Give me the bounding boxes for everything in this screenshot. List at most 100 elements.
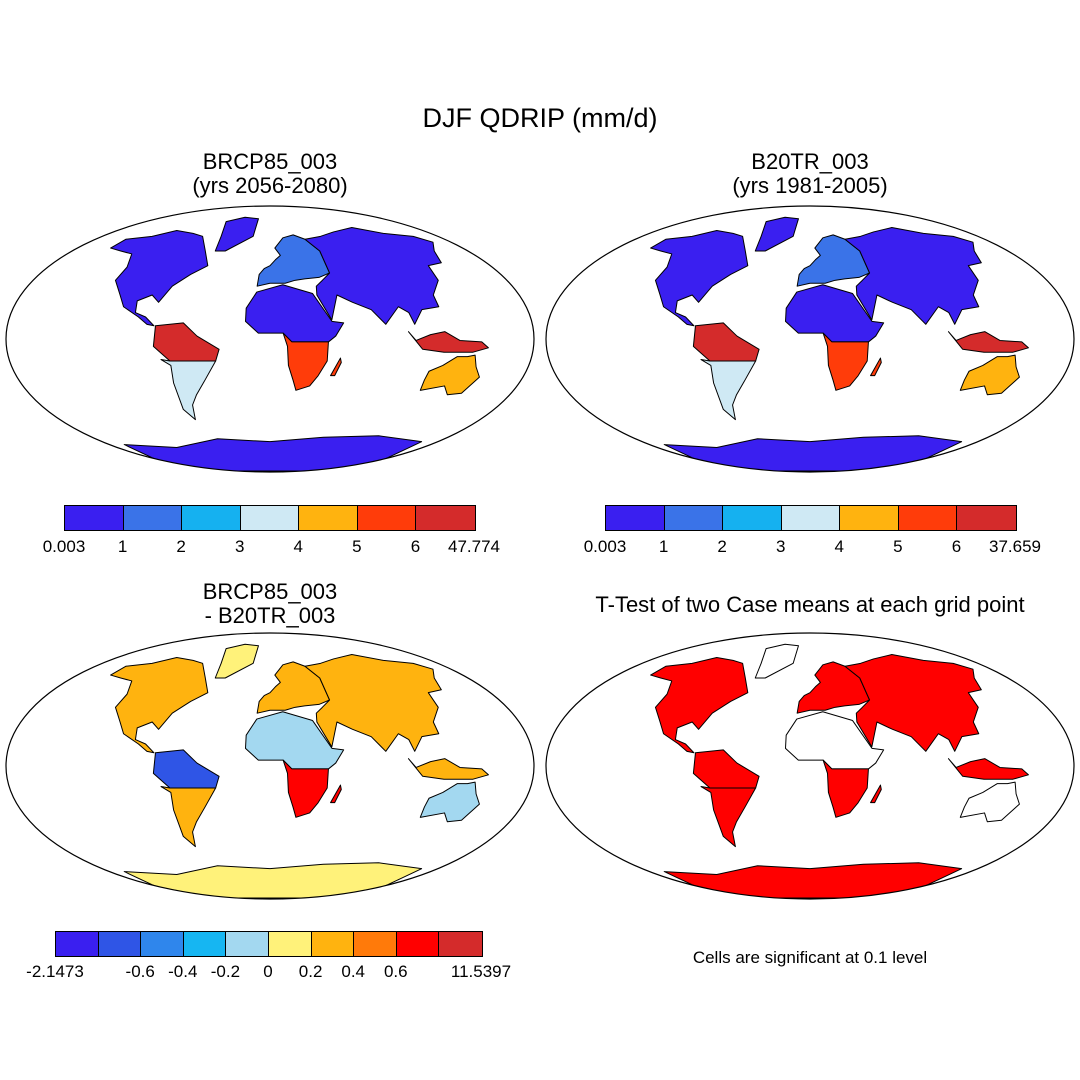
region-south-america-north (692, 322, 760, 362)
colorbar-tick-label: 6 (410, 537, 421, 556)
region-africa-north (244, 711, 345, 770)
panel-4-map (545, 632, 1075, 900)
region-antarctica (663, 862, 963, 899)
colorbar-swatch (98, 932, 142, 956)
panel-2-title: B20TR_003 (yrs 1981-2005) (660, 150, 960, 198)
colorbar-tick-label: 5 (893, 537, 903, 556)
panel-2-map (545, 205, 1075, 473)
region-maritime (407, 331, 489, 353)
region-africa-north (784, 711, 885, 770)
panel-3-colorbar-labels: -2.1473 -0.6 -0.4 -0.2 0 0.2 0.4 0.6 11.5397 (26, 962, 511, 984)
panel-3-colorbar (55, 931, 483, 957)
colorbar-tick-label: -2.1473 (26, 962, 84, 981)
region-greenland (754, 216, 799, 252)
region-maritime (407, 758, 489, 780)
region-madagascar (330, 357, 342, 377)
region-africa-south (822, 759, 869, 818)
panel-3-title: BRCP85_003 - B20TR_003 (120, 580, 420, 628)
colorbar-swatch (299, 506, 358, 530)
colorbar-swatch (268, 932, 312, 956)
region-australia (959, 781, 1020, 823)
panel-1-title-line1: BRCP85_003 (202, 149, 338, 174)
colorbar-tick-label: 4 (293, 537, 304, 556)
colorbar-swatch (396, 932, 440, 956)
region-asia (304, 227, 442, 325)
colorbar-tick-label: 0.003 (583, 537, 627, 556)
region-north-america (650, 229, 749, 327)
region-south-america-north (692, 749, 760, 789)
colorbar-tick-label: 11.5397 (450, 962, 512, 981)
colorbar-tick-label: 2 (176, 537, 186, 556)
region-asia (844, 227, 982, 325)
region-south-america-south (700, 359, 757, 421)
region-asia (844, 654, 982, 752)
panel-2-colorbar (605, 505, 1017, 531)
colorbar-tick-label: 4 (834, 537, 845, 556)
colorbar-tick-label: 47.774 (448, 537, 500, 556)
map-border (5, 632, 535, 900)
region-south-america-north (152, 749, 220, 789)
colorbar-swatch (664, 506, 724, 530)
region-greenland (214, 216, 259, 252)
region-australia (959, 354, 1020, 396)
region-north-america (110, 656, 209, 754)
world-map (545, 632, 1075, 900)
world-map (5, 632, 535, 900)
colorbar-swatch (311, 932, 355, 956)
panel-2-title-line1: B20TR_003 (751, 149, 869, 174)
colorbar-tick-label: 3 (234, 537, 245, 556)
colorbar-tick-label: 1 (658, 537, 669, 556)
colorbar-tick-label: -0.6 (125, 962, 155, 981)
colorbar-swatch (226, 932, 269, 956)
region-madagascar (870, 784, 882, 804)
colorbar-tick-label: 3 (775, 537, 786, 556)
panel-1-title: BRCP85_003 (yrs 2056-2080) (120, 150, 420, 198)
region-greenland (754, 643, 799, 679)
region-africa-north (784, 284, 885, 343)
region-greenland (214, 643, 259, 679)
region-africa-north (244, 284, 345, 343)
region-antarctica (663, 435, 963, 472)
region-australia (419, 781, 480, 823)
region-south-america-north (152, 322, 220, 362)
panel-4-title: T-Test of two Case means at each grid po… (545, 593, 1075, 617)
panel-3-map (5, 632, 535, 900)
colorbar-tick-label: 6 (951, 537, 962, 556)
panel-1-map (5, 205, 535, 473)
region-africa-south (822, 332, 869, 391)
colorbar-swatch (606, 506, 665, 530)
region-antarctica (123, 862, 423, 899)
region-north-america (650, 656, 749, 754)
colorbar-tick-label: 37.659 (989, 537, 1041, 556)
region-europe (796, 661, 871, 714)
panel-1-colorbar-labels: 0.003 1 2 3 4 5 6 47.774 (43, 537, 500, 559)
region-south-america-south (160, 786, 217, 848)
region-europe (796, 234, 871, 287)
map-border (5, 205, 535, 473)
region-maritime (947, 331, 1029, 353)
region-north-america (110, 229, 209, 327)
colorbar-swatch (182, 506, 241, 530)
colorbar-tick-label: 0.2 (298, 962, 323, 981)
region-maritime (947, 758, 1029, 780)
colorbar-swatch (240, 506, 300, 530)
region-africa-south (282, 759, 329, 818)
map-border (545, 632, 1075, 900)
colorbar-tick-label: 0.003 (42, 537, 86, 556)
figure-title: DJF QDRIP (mm/d) (422, 103, 658, 133)
region-europe (256, 661, 331, 714)
colorbar-swatch (56, 932, 99, 956)
colorbar-tick-label: 1 (117, 537, 128, 556)
colorbar-tick-label: -0.2 (210, 962, 241, 981)
colorbar-tick-label: 0.6 (383, 962, 408, 981)
significance-note: Cells are significant at 0.1 level (692, 948, 928, 967)
colorbar-swatch (840, 506, 899, 530)
colorbar-swatch (183, 932, 227, 956)
world-map (5, 205, 535, 473)
world-map (545, 205, 1075, 473)
region-south-america-south (160, 359, 217, 421)
colorbar-tick-label: 2 (717, 537, 727, 556)
panel-3-title-line2: - B20TR_003 (204, 603, 336, 628)
colorbar-swatch (439, 932, 482, 956)
panel-1-title-line2: (yrs 2056-2080) (192, 173, 348, 198)
